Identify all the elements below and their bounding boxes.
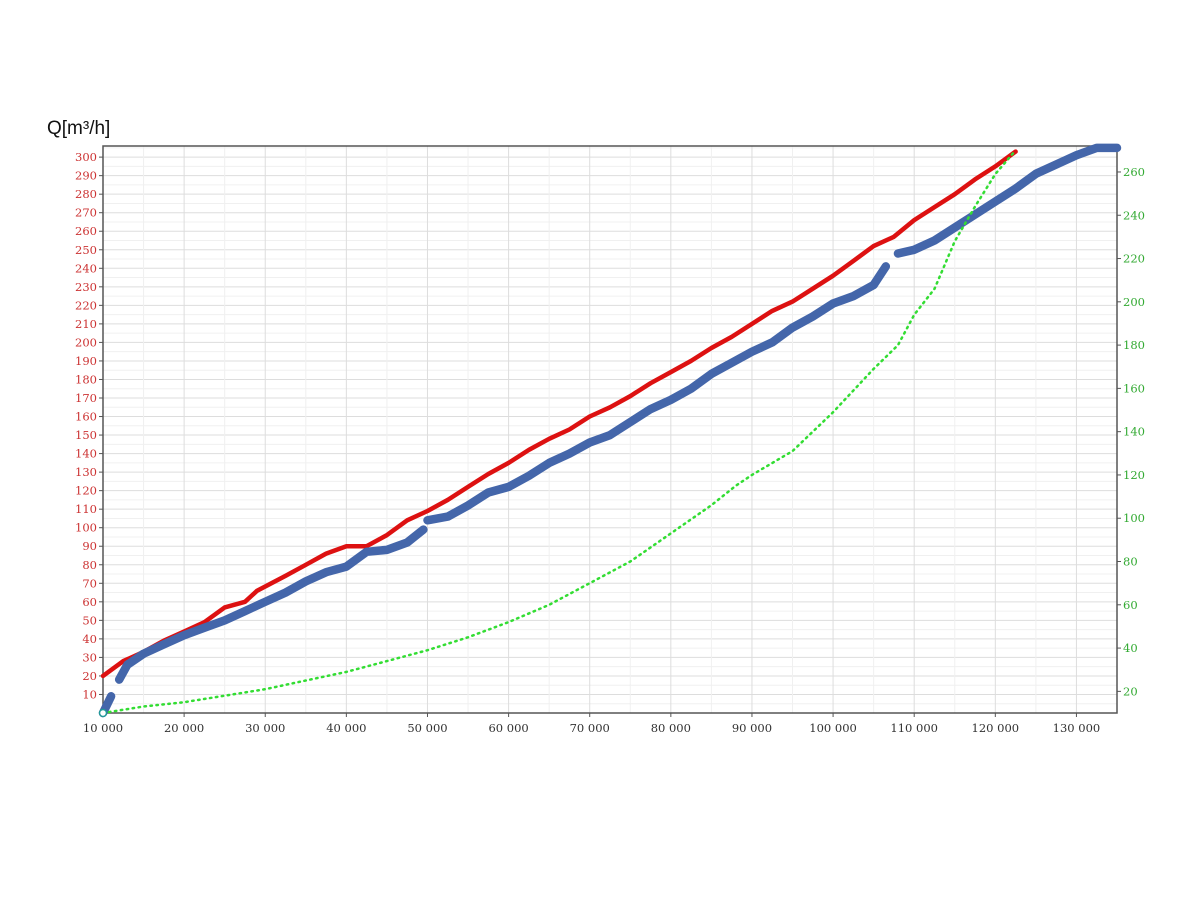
x-tick-label: 110 000 (890, 721, 938, 735)
y-left-tick-label: 200 (75, 335, 97, 349)
y-left-tick-label: 270 (75, 206, 97, 220)
y-left-tick-label: 70 (82, 576, 97, 590)
x-tick-label: 120 000 (972, 721, 1020, 735)
y-right-tick-label: 240 (1123, 208, 1145, 222)
y-left-tick-label: 260 (75, 224, 97, 238)
y-right-tick-label: 180 (1123, 338, 1145, 352)
y-left-tick-label: 250 (75, 243, 97, 257)
x-tick-label: 80 000 (651, 721, 691, 735)
y-right-tick-label: 200 (1123, 295, 1145, 309)
y-right-tick-label: 220 (1123, 252, 1145, 266)
y-left-tick-label: 90 (82, 539, 97, 553)
x-tick-label: 60 000 (488, 721, 528, 735)
x-tick-label: 30 000 (245, 721, 285, 735)
y-right-tick-label: 20 (1123, 684, 1138, 698)
y-left-tick-label: 280 (75, 187, 97, 201)
x-tick-label: 50 000 (407, 721, 447, 735)
y-left-tick-label: 180 (75, 372, 97, 386)
y-left-tick-label: 80 (82, 558, 97, 572)
y-left-tick-label: 40 (82, 632, 97, 646)
y-right-tick-label: 120 (1123, 468, 1145, 482)
y-left-tick-label: 110 (75, 502, 97, 516)
y-axis-title: Q[m³/h] (47, 118, 111, 139)
plot-frame (102, 145, 1118, 714)
y-left-tick-label: 220 (75, 298, 97, 312)
series-line-green-dotted (101, 149, 1017, 715)
y-right-tick-label: 100 (1123, 511, 1145, 525)
y-left-tick-label: 150 (75, 428, 97, 442)
series-line-blue-segment (893, 143, 1122, 258)
y-left-tick-label: 100 (75, 521, 97, 535)
y-left-tick-label: 140 (75, 447, 97, 461)
y-right-tick-label: 160 (1123, 381, 1145, 395)
x-tick-label: 40 000 (326, 721, 366, 735)
y-left-tick-label: 30 (82, 650, 97, 664)
y-right-tick-label: 140 (1123, 425, 1145, 439)
y-left-tick-label: 130 (75, 465, 97, 479)
y-left-tick-label: 300 (75, 150, 97, 164)
y-right-tick-label: 60 (1123, 598, 1138, 612)
y-left-tick-label: 170 (75, 391, 97, 405)
x-tick-label: 90 000 (732, 721, 772, 735)
y-left-tick-label: 240 (75, 261, 97, 275)
y-left-tick-label: 290 (75, 169, 97, 183)
y-right-tick-label: 40 (1123, 641, 1138, 655)
y-left-tick-label: 230 (75, 280, 97, 294)
y-right-tick-label: 80 (1123, 555, 1138, 569)
y-left-tick-label: 210 (75, 317, 97, 331)
y-right-tick-label: 260 (1123, 165, 1145, 179)
series-start-point (98, 708, 108, 718)
y-left-tick-label: 20 (82, 669, 97, 683)
y-left-tick-label: 10 (82, 687, 97, 701)
x-tick-label: 10 000 (83, 721, 123, 735)
y-left-tick-label: 60 (82, 595, 97, 609)
series-line-red (100, 149, 1018, 679)
y-left-tick-label: 50 (82, 613, 97, 627)
x-tick-label: 130 000 (1053, 721, 1101, 735)
y-left-tick-label: 190 (75, 354, 97, 368)
x-tick-label: 20 000 (164, 721, 204, 735)
series-line-blue-segment (423, 262, 891, 525)
series-line-blue-segment (114, 525, 428, 684)
y-left-tick-label: 120 (75, 484, 97, 498)
x-tick-label: 70 000 (570, 721, 610, 735)
x-tick-label: 100 000 (809, 721, 857, 735)
y-left-tick-label: 160 (75, 410, 97, 424)
